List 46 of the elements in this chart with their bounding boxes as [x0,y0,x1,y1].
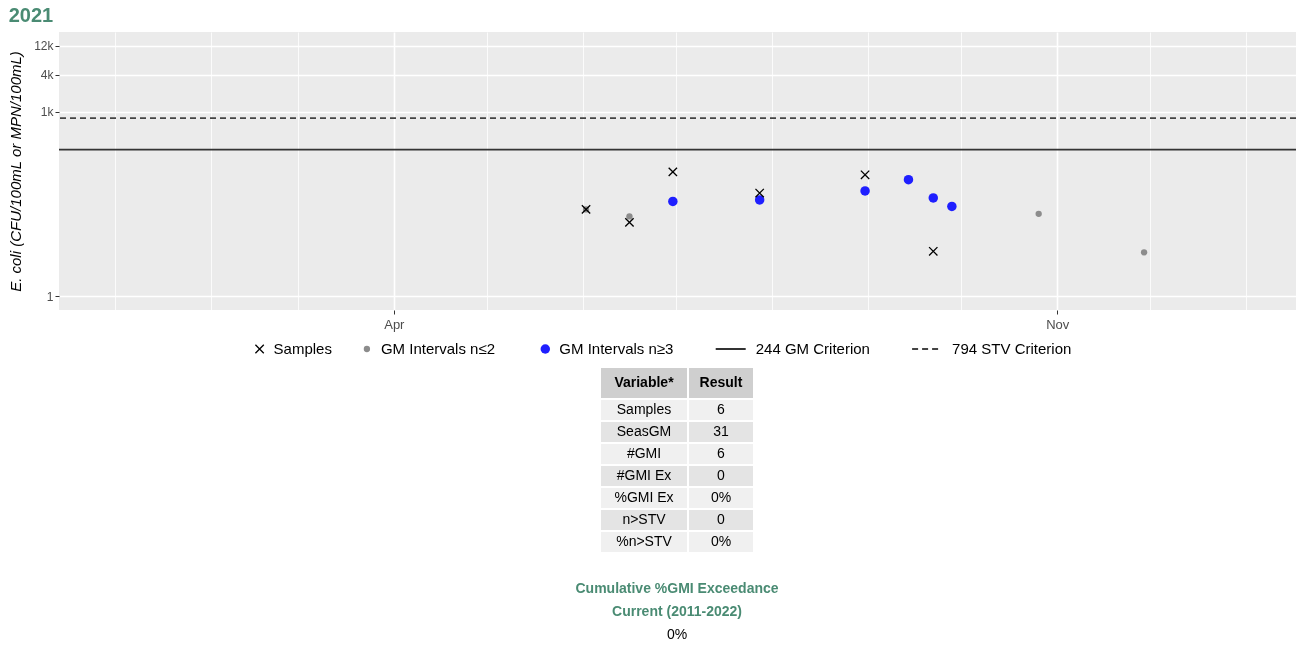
y-tick-label: 12k [34,39,55,54]
y-tick-label: 4k [40,68,55,83]
text: 31 [713,423,729,439]
point [928,246,939,257]
point [928,193,939,203]
text: 0% [710,489,732,505]
text: #GMI Ex [616,467,672,483]
text: Samples [616,401,672,417]
text: 0 [717,467,726,483]
text: %GMI Ex [614,489,674,505]
text: 6 [717,401,726,417]
legend-label: Samples [273,340,332,357]
text: SeasGM [616,423,672,439]
point [754,188,765,198]
point [754,195,765,205]
legend-label: GM Intervals n≤2 [380,340,496,357]
text: Variable* [614,374,675,390]
text: 0% [666,626,688,642]
x-tick-label: Nov [1046,316,1070,332]
point [668,167,678,177]
point [1035,210,1042,218]
point [668,196,678,207]
chart-title: 2021 [8,4,54,26]
text: #GMI [626,445,662,461]
text: 0% [710,533,732,549]
legend-label: GM Intervals n≥3 [559,340,674,357]
text: Result [699,374,743,390]
point [624,217,635,228]
point [1140,249,1148,256]
point [903,174,914,185]
text: 6 [717,445,726,461]
y-axis-title: E. coli (CFU/100mL or MPN/100mL) [7,51,25,292]
point [947,201,957,212]
y-tick-label: 1 [46,289,54,304]
y-tick-label: 1k [40,105,55,120]
text: n>STV [622,511,667,527]
legend-label: 244 GM Criterion [755,340,870,357]
legend-label: 794 STV Criterion [952,340,1072,357]
x-tick-label: Apr [384,316,406,332]
point [860,186,870,196]
text: %n>STV [616,533,673,549]
point [626,213,633,220]
text: Cumulative %GMI Exceedance [575,580,779,596]
text: 0 [717,511,726,527]
text: Current (2011-2022) [612,603,742,619]
point [860,169,870,180]
